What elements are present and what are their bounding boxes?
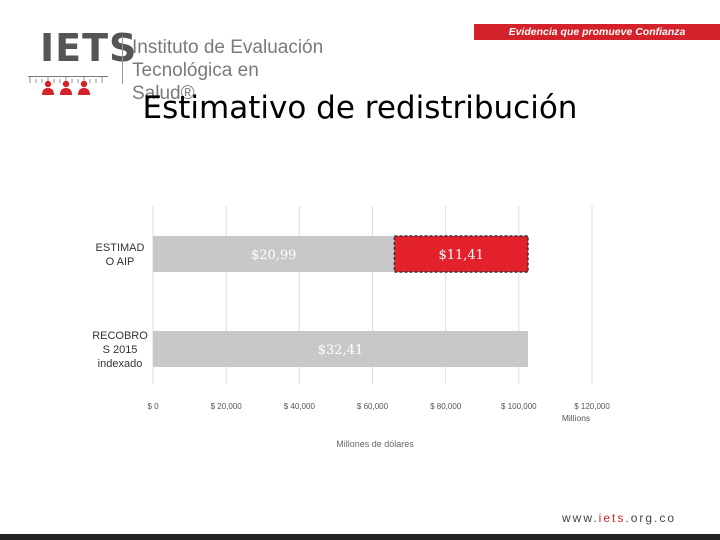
tagline-banner: Evidencia que promueve Confianza [474, 24, 720, 40]
footer-url-suffix: .org.co [625, 511, 677, 525]
x-tick-label: $ 40,000 [284, 402, 316, 411]
people-icon [42, 80, 90, 95]
x-unit-label: Millions [562, 413, 590, 423]
bar [153, 236, 395, 272]
x-axis-title: Millones de dólares [336, 439, 414, 449]
category-label: O AIP [106, 256, 135, 268]
x-tick-label: $ 0 [147, 402, 159, 411]
institute-name-line2: Tecnológica en Salud® [132, 60, 259, 104]
category-label: RECOBRO [92, 330, 148, 342]
footer-bar [0, 534, 720, 540]
x-tick-label: $ 100,000 [501, 402, 537, 411]
category-label: S 2015 [103, 344, 138, 356]
bar [153, 331, 528, 367]
data-label: $11,41 [438, 248, 484, 263]
logo-acronym: IETS [40, 26, 138, 70]
data-label: $20,99 [251, 248, 297, 263]
x-tick-label: $ 120,000 [574, 402, 610, 411]
data-label: $32,41 [318, 343, 364, 358]
x-tick-label: $ 20,000 [211, 402, 243, 411]
category-label: indexado [98, 358, 143, 370]
logo-mark: IETS [26, 28, 136, 98]
institute-name: Instituto de Evaluación Tecnológica en S… [132, 36, 326, 105]
institute-name-line1: Instituto de Evaluación [132, 37, 324, 58]
bar [393, 235, 529, 273]
footer-url-brand: iets [598, 511, 626, 525]
iets-logo: IETS Instituto de Evaluación Tecnol [26, 28, 326, 104]
logo-divider [122, 36, 123, 84]
category-label: ESTIMAD [96, 242, 145, 254]
x-tick-label: $ 60,000 [357, 402, 389, 411]
footer-url[interactable]: www.iets.org.co [562, 511, 676, 525]
slide-title: Estimativo de redistribución [142, 90, 578, 126]
footer-url-prefix: www. [562, 511, 599, 525]
x-tick-label: $ 80,000 [430, 402, 462, 411]
